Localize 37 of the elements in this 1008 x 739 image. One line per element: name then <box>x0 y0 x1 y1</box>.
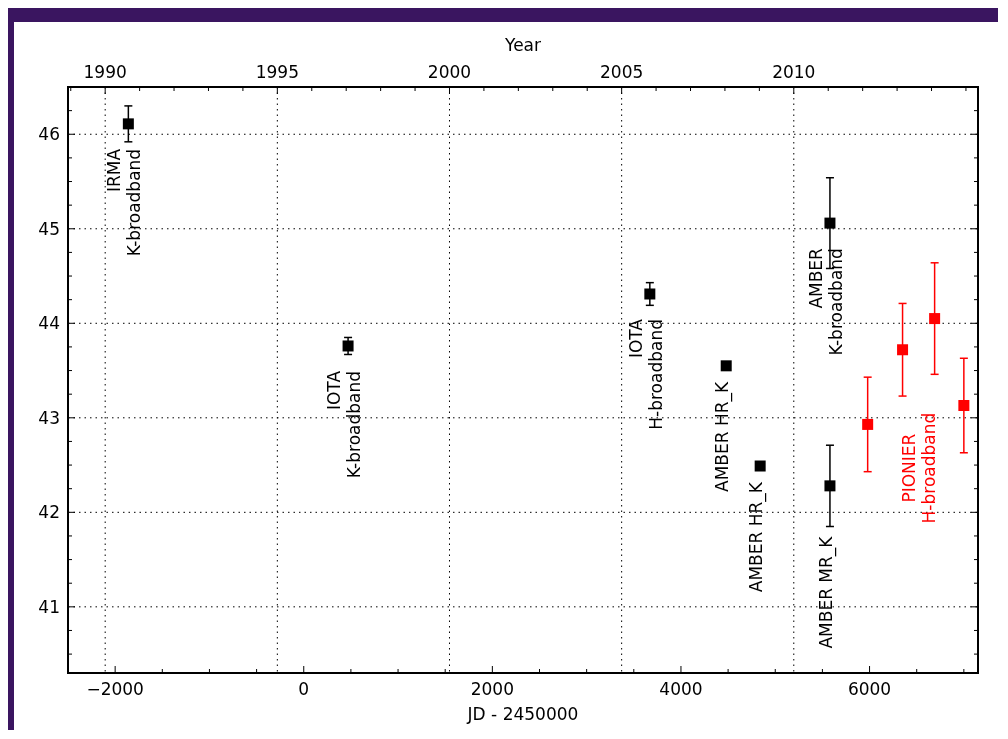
x2-tick-label: 1990 <box>83 62 127 82</box>
y-tick-label: 46 <box>38 124 60 145</box>
x-axis-title: JD - 2450000 <box>466 704 579 724</box>
x-tick-label: −2000 <box>86 679 144 699</box>
y-tick-label: 44 <box>38 313 60 334</box>
x-tick-label: 6000 <box>847 679 892 699</box>
point <box>720 360 732 372</box>
x2-tick-label: 2000 <box>427 62 472 82</box>
y-tick-label: 41 <box>38 596 60 617</box>
point <box>342 340 354 352</box>
x2-tick-label: 2005 <box>600 62 644 82</box>
annotation: IOTA K-broadband <box>324 370 365 479</box>
point <box>897 344 909 356</box>
text: PIONIER H-broadband <box>898 412 939 524</box>
point <box>644 288 656 300</box>
point <box>824 217 836 229</box>
annotation: AMBER HR_K <box>746 481 768 593</box>
annotation: AMBER K-broadband <box>805 247 846 356</box>
point <box>862 418 874 430</box>
point <box>824 480 836 492</box>
y-tick-label: 45 <box>38 218 60 239</box>
x2-tick-label: 2010 <box>772 62 816 82</box>
y-tick-label: 42 <box>38 502 60 523</box>
point <box>958 400 970 412</box>
x-tick-label: 2000 <box>470 679 514 699</box>
point <box>122 118 134 130</box>
annotation: IRMA K-broadband <box>104 148 145 257</box>
x-tick-label: 0 <box>298 679 310 699</box>
y-tick-label: 43 <box>38 407 60 428</box>
point <box>929 313 941 325</box>
point <box>754 460 766 472</box>
x-tick-label: 4000 <box>659 679 703 699</box>
x2-tick-label: 1995 <box>255 62 299 82</box>
annotation: AMBER HR_K <box>712 380 734 492</box>
annotation: AMBER MR_K <box>815 535 837 649</box>
annotation: IOTA H-broadband <box>625 318 666 430</box>
x2-axis-title: Year <box>504 35 541 55</box>
